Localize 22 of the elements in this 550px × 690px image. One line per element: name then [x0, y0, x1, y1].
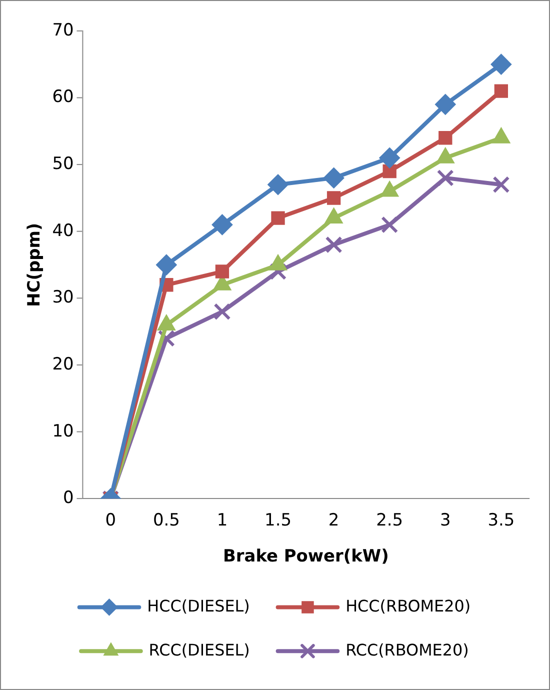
legend-label: HCC(RBOME20): [346, 596, 471, 616]
x-tick-label: 2.5: [376, 509, 404, 530]
x-tick-label: 2: [328, 509, 340, 530]
legend-label: HCC(DIESEL): [147, 596, 250, 616]
x-tick-label: 1: [216, 509, 228, 530]
y-tick-label: 60: [52, 86, 74, 106]
y-tick-label: 30: [52, 286, 74, 307]
y-tick-label: 10: [52, 420, 74, 440]
y-axis-title: HC(ppm): [23, 222, 44, 307]
legend-label: RCC(DIESEL): [148, 640, 250, 660]
y-tick-label: 20: [52, 353, 74, 374]
x-tick-label: 1.5: [264, 509, 292, 530]
x-tick-label: 3.5: [488, 509, 515, 530]
x-tick-label: 0.5: [152, 509, 180, 530]
y-tick-label: 0: [62, 487, 74, 508]
legend-label: RCC(RBOME20): [346, 640, 469, 660]
y-tick-label: 40: [52, 220, 74, 240]
y-tick-label: 50: [52, 152, 74, 173]
x-tick-label: 3: [440, 509, 451, 530]
x-tick-label: 0: [105, 509, 116, 530]
y-tick-label: 70: [52, 19, 74, 40]
x-axis-title: Brake Power(kW): [223, 546, 389, 566]
